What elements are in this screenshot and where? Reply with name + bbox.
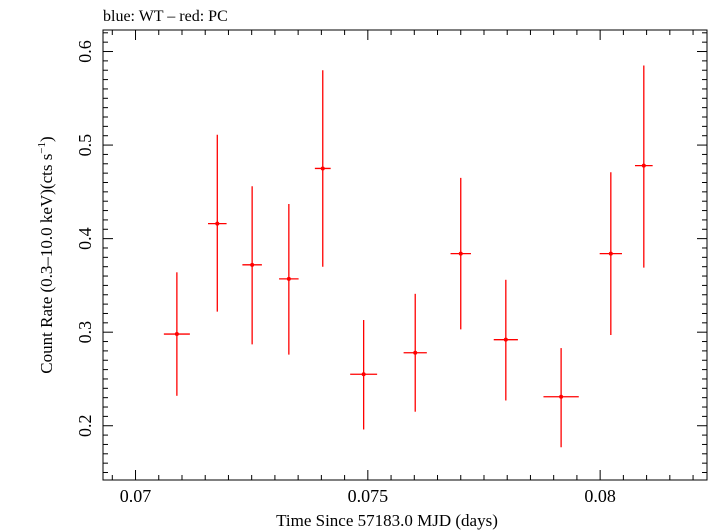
point-marker (641, 163, 646, 168)
y-axis-label-close: ) (37, 136, 56, 142)
data-point (279, 204, 299, 355)
data-point (403, 293, 427, 412)
data-points (163, 65, 653, 448)
x-tick-label: 0.08 (584, 486, 616, 506)
y-tick-label: 0.6 (75, 40, 95, 63)
point-marker (559, 394, 564, 399)
y-axis-label-main: Count Rate (0.3–10.0 keV)(cts s (37, 154, 56, 374)
data-point (450, 177, 471, 330)
point-marker (503, 337, 508, 342)
y-tick-label: 0.5 (75, 134, 95, 157)
point-marker (286, 276, 291, 281)
x-tick-label: 0.07 (120, 486, 152, 506)
y-tick-label: 0.4 (75, 227, 95, 250)
data-point (314, 70, 331, 267)
y-tick-label: 0.2 (75, 414, 95, 437)
data-point (599, 172, 622, 335)
y-axis-label: Count Rate (0.3–10.0 keV)(cts s−1) (36, 136, 56, 373)
data-point (350, 320, 378, 430)
point-marker (413, 350, 418, 355)
plot-frame (102, 29, 708, 481)
point-marker (608, 251, 613, 256)
point-marker (458, 251, 463, 256)
y-axis-ticks: 0.2 0.3 0.4 0.5 0.6 (75, 32, 707, 474)
data-point (242, 186, 262, 345)
data-point (634, 65, 653, 268)
point-marker (320, 166, 325, 171)
point-marker (361, 372, 366, 377)
point-marker (250, 262, 255, 267)
data-point (208, 134, 227, 312)
point-marker (215, 221, 220, 226)
x-axis-ticks: 0.07 0.075 0.08 (111, 30, 694, 506)
data-point (543, 348, 579, 448)
x-tick-label: 0.075 (348, 486, 389, 506)
y-tick-label: 0.3 (75, 321, 95, 344)
x-axis-label: Time Since 57183.0 MJD (days) (276, 511, 498, 530)
data-point (163, 272, 190, 396)
y-axis-label-superscript: −1 (36, 142, 48, 154)
chart-title: blue: WT – red: PC (103, 8, 228, 25)
data-point (493, 279, 518, 401)
point-marker (174, 332, 179, 337)
